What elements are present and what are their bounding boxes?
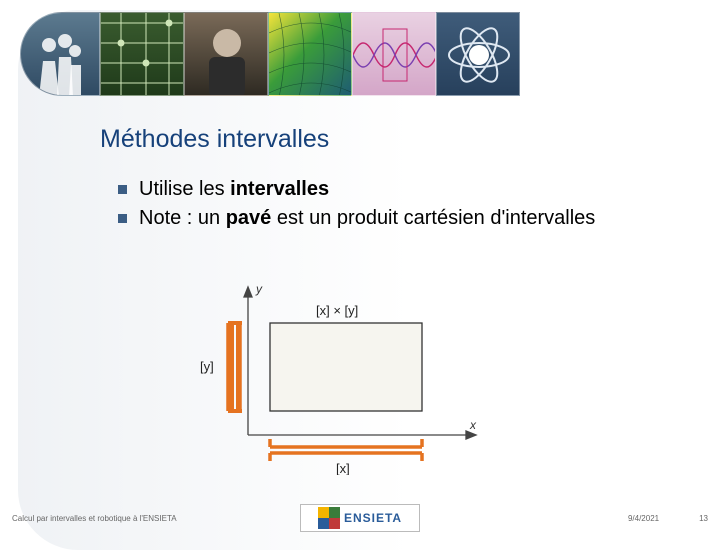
header-tile-2 bbox=[100, 12, 184, 96]
footer-date: 9/4/2021 bbox=[628, 514, 659, 523]
bullet-marker-icon bbox=[118, 214, 127, 223]
x-interval-bracket bbox=[270, 439, 422, 461]
footer-right: 9/4/2021 13 bbox=[628, 514, 708, 523]
bullet-text-bold: intervalles bbox=[230, 178, 329, 200]
header-tile-5 bbox=[352, 12, 436, 96]
logo-text: ENSIETA bbox=[344, 511, 402, 525]
bullet-text-bold: pavé bbox=[226, 207, 272, 229]
bullet-item: Utilise les intervalles bbox=[118, 176, 660, 203]
person-icon bbox=[185, 13, 268, 96]
bullet-text-pre: Utilise les bbox=[139, 178, 230, 200]
bottom-label: [x] bbox=[336, 461, 350, 475]
bullet-marker-icon bbox=[118, 185, 127, 194]
logo-squares-icon bbox=[318, 507, 340, 529]
top-label: [x] × [y] bbox=[316, 303, 358, 318]
bullet-text-post: est un produit cartésien d'intervalles bbox=[271, 207, 595, 229]
bullet-text: Utilise les intervalles bbox=[139, 176, 660, 203]
footer-left-text: Calcul par intervalles et robotique à l'… bbox=[12, 514, 177, 523]
axis-y-label: y bbox=[255, 282, 263, 296]
circuit-icon bbox=[101, 13, 184, 96]
footer-logo: ENSIETA bbox=[300, 504, 420, 532]
waves-icon bbox=[353, 13, 436, 96]
slide-title: Méthodes intervalles bbox=[100, 125, 329, 154]
diagram-svg: y x [x] × [y] [y] [x] bbox=[170, 275, 500, 475]
header-tile-4 bbox=[268, 12, 352, 96]
footer-page-number: 13 bbox=[699, 514, 708, 523]
bullet-list: Utilise les intervalles Note : un pavé e… bbox=[118, 176, 660, 234]
axis-x-label: x bbox=[469, 418, 477, 432]
atom-icon bbox=[437, 13, 520, 96]
bullet-text-pre: Note : un bbox=[139, 207, 226, 229]
left-label: [y] bbox=[200, 359, 214, 374]
bullet-text: Note : un pavé est un produit cartésien … bbox=[139, 205, 660, 232]
interval-diagram: y x [x] × [y] [y] [x] bbox=[170, 275, 500, 475]
header-tile-6 bbox=[436, 12, 520, 96]
header-tile-3 bbox=[184, 12, 268, 96]
header-image-strip bbox=[20, 12, 520, 96]
mesh-icon bbox=[269, 13, 352, 96]
pave-rect bbox=[270, 323, 422, 411]
bullet-item: Note : un pavé est un produit cartésien … bbox=[118, 205, 660, 232]
header-tile-1 bbox=[20, 12, 100, 96]
silhouettes-icon bbox=[21, 13, 100, 96]
